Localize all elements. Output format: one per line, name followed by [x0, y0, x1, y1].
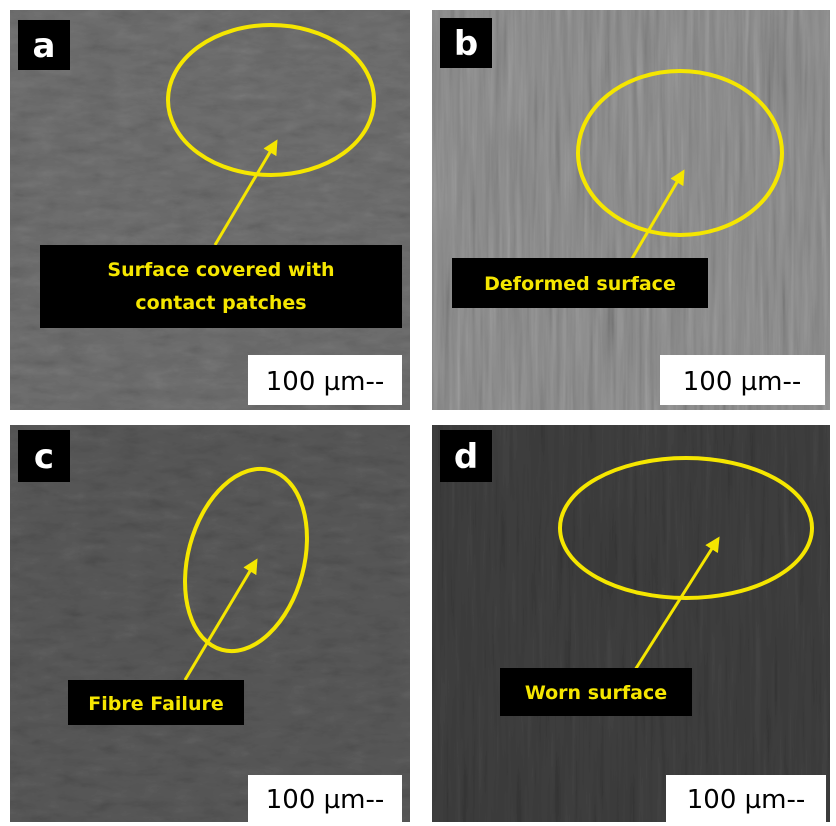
panel-a: a Surface covered with contact patches 1…: [10, 10, 410, 410]
micrograph: [432, 425, 830, 822]
micrograph: [10, 425, 410, 822]
annotation: Fibre Failure: [88, 693, 223, 715]
scale-bar: 100 µm--: [683, 367, 802, 397]
scale-bar: 100 µm--: [266, 367, 385, 397]
panel-label: b: [454, 24, 478, 64]
scale-bar: 100 µm--: [687, 785, 806, 815]
figure: a Surface covered with contact patches 1…: [0, 0, 836, 826]
panel-label: d: [454, 437, 478, 477]
micrograph: [432, 10, 830, 410]
annotation: contact patches: [135, 292, 306, 314]
panel-label: a: [33, 26, 56, 66]
panel-d: d Worn surface 100 µm--: [432, 425, 830, 822]
panel-c: c Fibre Failure 100 µm--: [10, 425, 410, 822]
panel-b: b Deformed surface 100 µm--: [432, 10, 830, 410]
scale-bar: 100 µm--: [266, 785, 385, 815]
annotation: Worn surface: [525, 682, 667, 704]
annotation-box: [40, 245, 402, 328]
panel-label: c: [34, 437, 54, 477]
annotation: Surface covered with: [107, 259, 334, 281]
annotation: Deformed surface: [484, 273, 676, 295]
